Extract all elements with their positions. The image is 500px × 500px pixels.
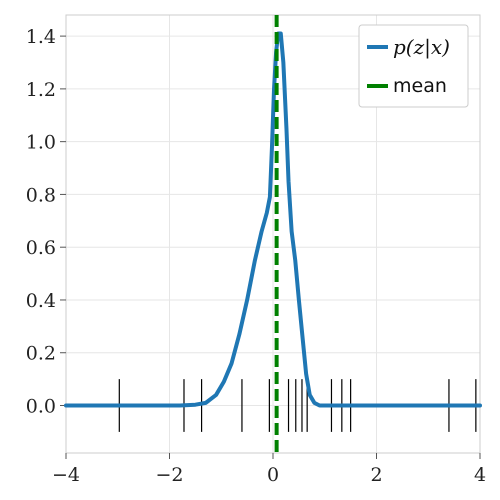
x-tick-label: 4: [474, 464, 486, 486]
legend: p(z|x) mean: [358, 24, 469, 108]
legend-label-density: p(z|x): [393, 35, 450, 60]
y-axis: 0.0 0.2 0.4 0.6 0.8 1.0 1.2 1.4: [26, 26, 66, 418]
x-tick-label: 2: [370, 464, 382, 486]
x-tick-label: −2: [155, 464, 183, 486]
y-tick-label: 1.4: [26, 26, 56, 48]
y-tick-label: 0.4: [26, 290, 56, 312]
series: [64, 15, 482, 453]
x-tick-label: 0: [267, 464, 279, 486]
y-tick-label: 1.2: [26, 79, 56, 101]
x-tick-label: −4: [52, 464, 80, 486]
y-tick-label: 0.0: [26, 396, 56, 418]
y-tick-label: 1.0: [26, 132, 56, 154]
y-tick-label: 0.8: [26, 184, 56, 206]
legend-label-mean: mean: [393, 75, 447, 97]
y-tick-label: 0.6: [26, 237, 56, 259]
y-tick-label: 0.2: [26, 343, 56, 365]
x-axis: −4 −2 0 2 4: [52, 453, 486, 486]
